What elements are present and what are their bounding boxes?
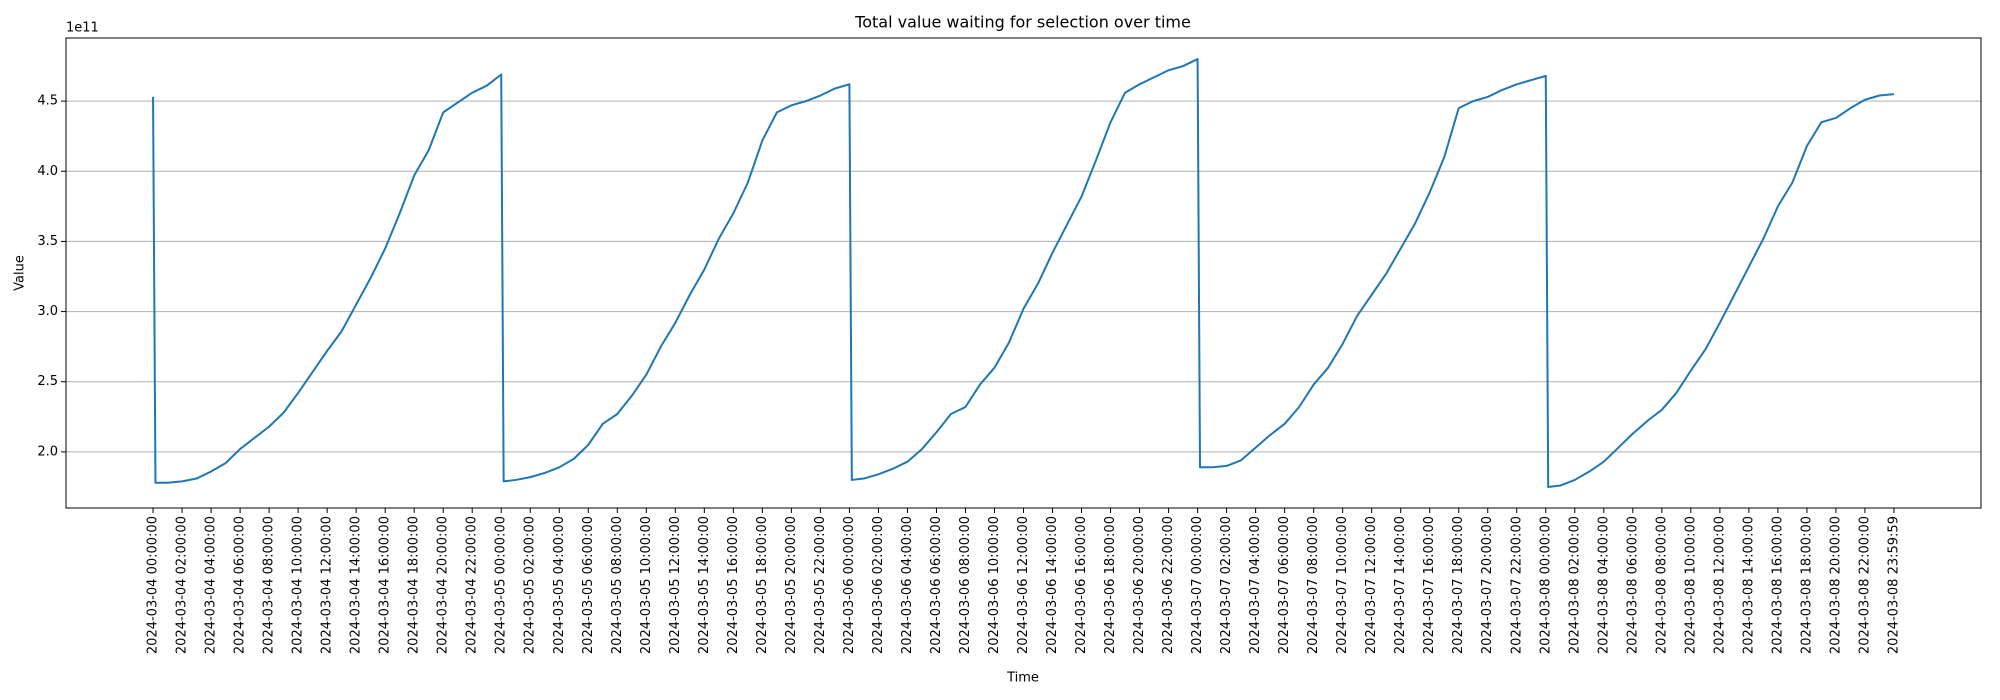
x-tick-label: 2024-03-06 06:00:00: [929, 516, 944, 654]
x-tick-label: 2024-03-08 20:00:00: [1828, 516, 1843, 654]
x-tick-label: 2024-03-05 00:00:00: [494, 516, 509, 654]
x-tick-label: 2024-03-06 00:00:00: [842, 516, 857, 654]
x-tick-label: 2024-03-08 23:59:59: [1886, 516, 1901, 654]
x-tick-label: 2024-03-06 02:00:00: [871, 516, 886, 654]
x-tick-label: 2024-03-08 00:00:00: [1538, 516, 1553, 654]
x-tick-label: 2024-03-08 10:00:00: [1683, 516, 1698, 654]
x-tick-label: 2024-03-05 20:00:00: [784, 516, 799, 654]
x-tick-label: 2024-03-06 08:00:00: [958, 516, 973, 654]
x-tick-label: 2024-03-06 10:00:00: [987, 516, 1002, 654]
x-tick-label: 2024-03-05 18:00:00: [755, 516, 770, 654]
x-tick-label: 2024-03-07 00:00:00: [1190, 516, 1205, 654]
x-tick-label: 2024-03-06 18:00:00: [1103, 516, 1118, 654]
x-tick-label: 2024-03-04 16:00:00: [378, 516, 393, 654]
x-tick-label: 2024-03-06 16:00:00: [1074, 516, 1089, 654]
x-tick-label: 2024-03-05 10:00:00: [639, 516, 654, 654]
x-tick-label: 2024-03-07 22:00:00: [1509, 516, 1524, 654]
x-tick-label: 2024-03-04 10:00:00: [291, 516, 306, 654]
x-tick-label: 2024-03-05 04:00:00: [552, 516, 567, 654]
x-tick-label: 2024-03-06 04:00:00: [900, 516, 915, 654]
x-tick-label: 2024-03-07 14:00:00: [1393, 516, 1408, 654]
chart-title: Total value waiting for selection over t…: [854, 13, 1191, 32]
x-tick-label: 2024-03-05 16:00:00: [726, 516, 741, 654]
x-tick-label: 2024-03-07 18:00:00: [1451, 516, 1466, 654]
x-tick-label: 2024-03-07 12:00:00: [1364, 516, 1379, 654]
x-tick-label: 2024-03-04 00:00:00: [146, 516, 161, 654]
x-tick-label: 2024-03-05 02:00:00: [523, 516, 538, 654]
x-tick-label: 2024-03-06 20:00:00: [1132, 516, 1147, 654]
x-tick-label: 2024-03-07 16:00:00: [1422, 516, 1437, 654]
x-tick-label: 2024-03-08 06:00:00: [1625, 516, 1640, 654]
y-tick-label: 2.5: [37, 374, 58, 389]
x-tick-label: 2024-03-07 08:00:00: [1306, 516, 1321, 654]
x-tick-label: 2024-03-04 06:00:00: [233, 516, 248, 654]
plot-frame: [65, 37, 1982, 509]
x-tick-label: 2024-03-05 22:00:00: [813, 516, 828, 654]
y-tick-label: 4.5: [37, 94, 58, 109]
x-tick-label: 2024-03-04 04:00:00: [204, 516, 219, 654]
x-tick-label: 2024-03-05 06:00:00: [581, 516, 596, 654]
x-tick-label: 2024-03-07 04:00:00: [1248, 516, 1263, 654]
y-tick-label: 4.0: [37, 164, 58, 179]
x-tick-label: 2024-03-07 02:00:00: [1219, 516, 1234, 654]
x-tick-label: 2024-03-08 16:00:00: [1770, 516, 1785, 654]
y-offset-label: 1e11: [66, 21, 99, 36]
x-tick-label: 2024-03-08 14:00:00: [1741, 516, 1756, 654]
x-tick-label: 2024-03-04 14:00:00: [349, 516, 364, 654]
x-axis-label: Time: [1006, 671, 1039, 686]
x-tick-label: 2024-03-05 12:00:00: [668, 516, 683, 654]
x-tick-label: 2024-03-08 02:00:00: [1567, 516, 1582, 654]
x-tick-label: 2024-03-08 04:00:00: [1596, 516, 1611, 654]
y-tick-label: 3.0: [37, 304, 58, 319]
x-tick-label: 2024-03-04 12:00:00: [320, 516, 335, 654]
x-tick-label: 2024-03-07 06:00:00: [1277, 516, 1292, 654]
x-tick-label: 2024-03-08 22:00:00: [1857, 516, 1872, 654]
x-tick-label: 2024-03-06 14:00:00: [1045, 516, 1060, 654]
x-tick-label: 2024-03-08 18:00:00: [1799, 516, 1814, 654]
x-tick-label: 2024-03-07 20:00:00: [1480, 516, 1495, 654]
x-tick-label: 2024-03-08 12:00:00: [1712, 516, 1727, 654]
x-tick-label: 2024-03-04 20:00:00: [436, 516, 451, 654]
x-tick-label: 2024-03-06 22:00:00: [1161, 516, 1176, 654]
y-tick-label: 3.5: [37, 234, 58, 249]
x-tick-label: 2024-03-04 18:00:00: [407, 516, 422, 654]
x-tick-label: 2024-03-04 02:00:00: [175, 516, 190, 654]
x-tick-label: 2024-03-08 08:00:00: [1654, 516, 1669, 654]
x-tick-label: 2024-03-04 22:00:00: [465, 516, 480, 654]
x-tick-label: 2024-03-06 12:00:00: [1016, 516, 1031, 654]
x-tick-label: 2024-03-04 08:00:00: [262, 516, 277, 654]
x-tick-label: 2024-03-05 14:00:00: [697, 516, 712, 654]
x-tick-label: 2024-03-05 08:00:00: [610, 516, 625, 654]
y-tick-label: 2.0: [37, 444, 58, 459]
y-axis-label: Value: [13, 255, 28, 291]
data-line: [152, 58, 1895, 488]
x-tick-label: 2024-03-07 10:00:00: [1335, 516, 1350, 654]
